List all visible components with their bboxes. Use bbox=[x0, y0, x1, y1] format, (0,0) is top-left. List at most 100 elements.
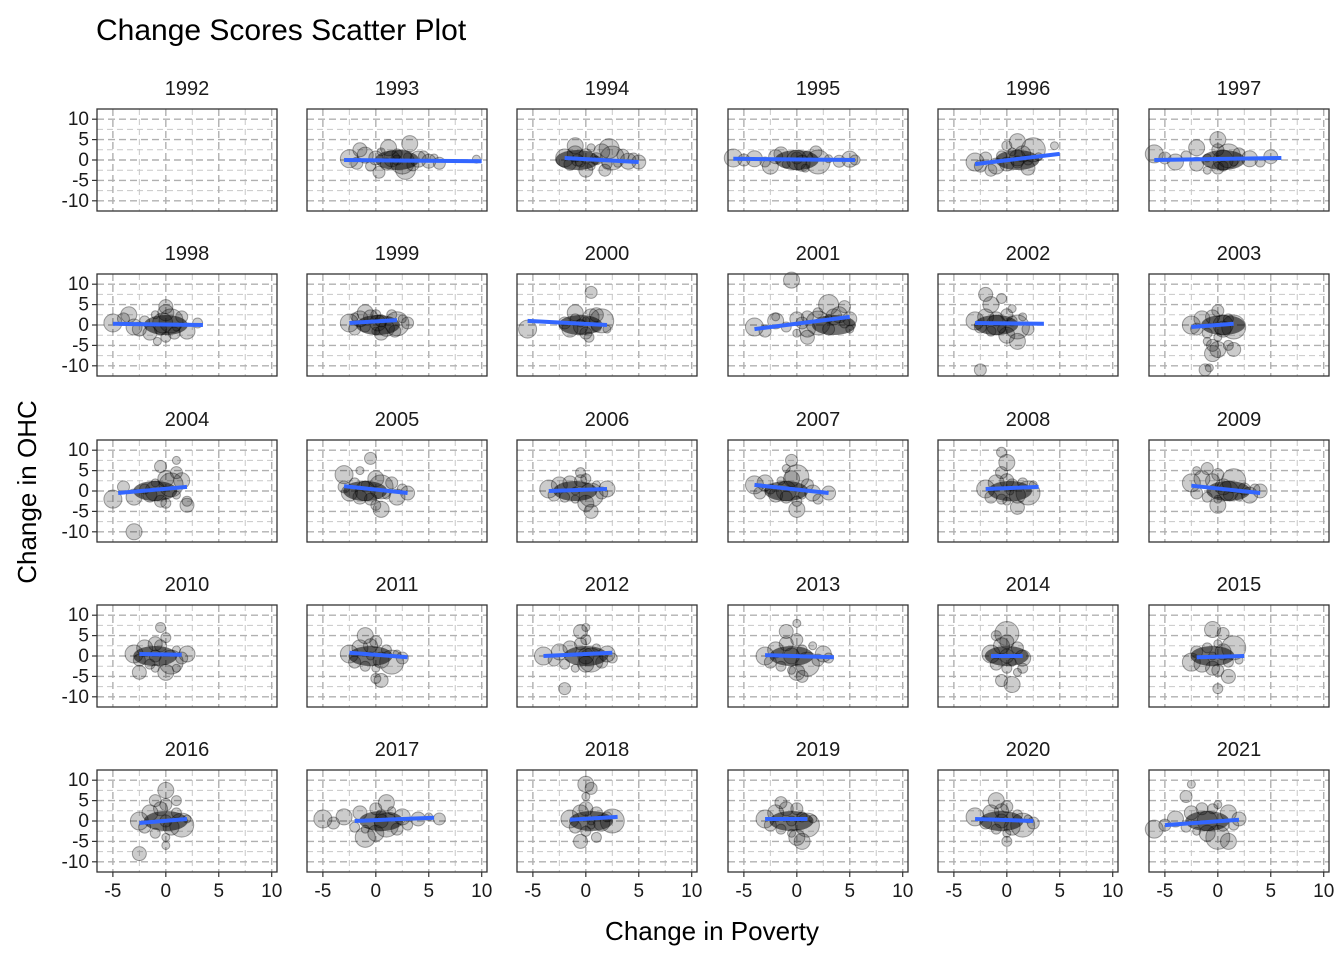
data-point-cluster bbox=[563, 646, 608, 666]
trend-line bbox=[1191, 321, 1234, 330]
facet-label: 2003 bbox=[1217, 243, 1262, 265]
data-point bbox=[792, 618, 802, 628]
facet-label: 2009 bbox=[1217, 409, 1262, 431]
data-point bbox=[978, 286, 994, 302]
facet-panel-2020: 2020 -5 0 5 10 bbox=[937, 739, 1123, 902]
data-point bbox=[1188, 139, 1206, 157]
data-point bbox=[1213, 800, 1223, 810]
y-tick-label: 0 bbox=[78, 481, 89, 502]
facet-panel-2018: 2018 -5 0 5 10 bbox=[516, 739, 702, 902]
y-tick-label: 0 bbox=[78, 150, 89, 171]
facet-panel-2000: 2000 bbox=[516, 243, 698, 377]
data-point bbox=[577, 775, 595, 793]
panel-border bbox=[516, 604, 698, 708]
facet-label: 2016 bbox=[165, 739, 210, 761]
trend-line bbox=[569, 814, 618, 822]
trend-line bbox=[343, 484, 408, 496]
y-tick-label: 5 bbox=[78, 130, 89, 151]
data-point bbox=[774, 796, 788, 810]
y-tick-label: -5 bbox=[72, 170, 89, 191]
x-tick-label: -5 bbox=[945, 881, 962, 902]
facet-label: 1998 bbox=[165, 243, 210, 265]
facet-label: 2008 bbox=[1006, 409, 1051, 431]
data-point bbox=[350, 312, 360, 322]
data-point bbox=[788, 500, 806, 518]
data-point bbox=[157, 781, 175, 799]
data-point bbox=[581, 622, 591, 632]
data-point bbox=[995, 673, 1009, 687]
data-point bbox=[152, 336, 162, 346]
data-point bbox=[169, 466, 183, 480]
data-point bbox=[573, 624, 589, 640]
facet-panel-2012: 2012 bbox=[516, 574, 698, 708]
trend-line bbox=[139, 651, 182, 657]
y-tick-label: 10 bbox=[68, 770, 89, 791]
data-point bbox=[982, 296, 1000, 314]
facet-panel-2014: 2014 bbox=[937, 574, 1119, 708]
trend-line bbox=[1196, 654, 1245, 660]
data-point bbox=[1198, 363, 1212, 377]
y-tick-label: 0 bbox=[78, 811, 89, 832]
data-point bbox=[1007, 304, 1017, 314]
data-point bbox=[1190, 486, 1204, 500]
facet-panel-2007: 2007 bbox=[727, 409, 909, 543]
x-tick-label: 10 bbox=[1313, 881, 1334, 902]
facet-label: 2021 bbox=[1217, 739, 1262, 761]
y-tick-label: 10 bbox=[68, 109, 89, 130]
data-point bbox=[334, 465, 354, 485]
data-point bbox=[558, 682, 572, 696]
data-point bbox=[973, 363, 987, 377]
y-tick-label: -5 bbox=[72, 335, 89, 356]
panel-border bbox=[516, 108, 698, 212]
panel-border bbox=[727, 108, 909, 212]
panel-border bbox=[937, 108, 1119, 212]
data-point bbox=[995, 466, 1009, 480]
data-point bbox=[1204, 363, 1214, 373]
data-point bbox=[771, 312, 781, 322]
data-point bbox=[1186, 779, 1196, 789]
y-tick-label: 10 bbox=[68, 605, 89, 626]
facet-panel-2015: 2015 bbox=[1148, 574, 1330, 708]
facet-panel-2009: 2009 bbox=[1148, 409, 1330, 543]
data-point bbox=[1216, 627, 1230, 641]
chart-title: Change Scores Scatter Plot bbox=[96, 14, 467, 47]
data-point bbox=[377, 794, 395, 812]
facet-label: 1993 bbox=[375, 78, 420, 100]
x-tick-label: -5 bbox=[314, 881, 331, 902]
data-point bbox=[1219, 832, 1237, 850]
facet-panel-1999: 1999 bbox=[306, 243, 488, 377]
x-tick-label: 5 bbox=[633, 881, 644, 902]
data-point bbox=[795, 669, 809, 683]
data-point bbox=[1200, 462, 1214, 476]
trend-line bbox=[564, 155, 639, 165]
x-tick-label: -5 bbox=[735, 881, 752, 902]
panel-border bbox=[727, 439, 909, 543]
data-point bbox=[583, 503, 599, 519]
data-point bbox=[401, 316, 415, 330]
x-tick-label: 5 bbox=[213, 881, 224, 902]
data-point bbox=[352, 142, 368, 158]
facet-label: 2002 bbox=[1006, 243, 1051, 265]
x-tick-label: -5 bbox=[1156, 881, 1173, 902]
data-point bbox=[158, 299, 174, 315]
data-point bbox=[1220, 668, 1236, 684]
x-tick-label: 10 bbox=[892, 881, 913, 902]
data-point bbox=[1212, 683, 1224, 695]
x-tick-label: 0 bbox=[792, 881, 803, 902]
data-point bbox=[160, 632, 172, 644]
data-point bbox=[584, 285, 598, 299]
trend-line bbox=[139, 816, 188, 826]
data-point bbox=[818, 294, 840, 316]
data-point bbox=[125, 523, 143, 541]
y-tick-label: 5 bbox=[78, 295, 89, 316]
data-point bbox=[131, 664, 147, 680]
data-point bbox=[397, 314, 407, 324]
x-tick-label: 10 bbox=[1102, 881, 1123, 902]
data-point bbox=[559, 658, 571, 670]
panel-border bbox=[937, 439, 1119, 543]
facet-label: 1994 bbox=[585, 78, 630, 100]
data-point bbox=[1204, 620, 1222, 638]
facet-label: 2010 bbox=[165, 574, 210, 596]
